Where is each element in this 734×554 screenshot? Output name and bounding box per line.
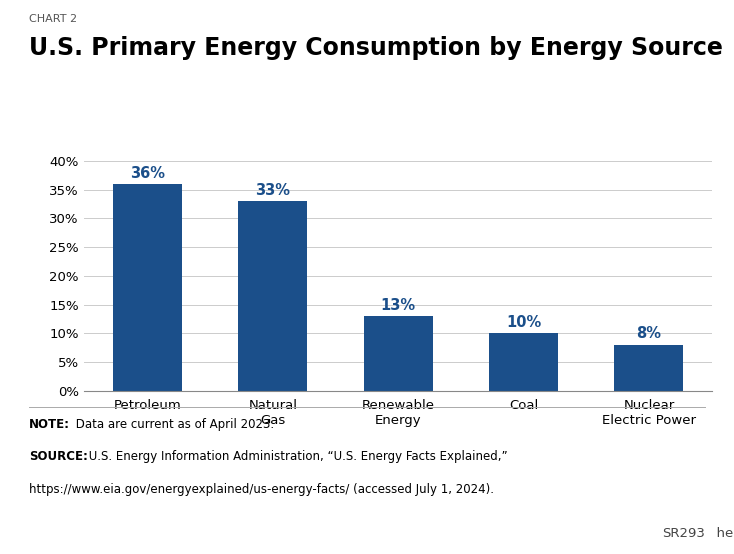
Text: Data are current as of April 2023.: Data are current as of April 2023. [72, 418, 274, 431]
Bar [489, 333, 558, 391]
Text: SOURCE:: SOURCE: [29, 450, 88, 463]
Text: U.S. Energy Information Administration, “U.S. Energy Facts Explained,”: U.S. Energy Information Administration, … [85, 450, 508, 463]
Text: 33%: 33% [255, 183, 291, 198]
Bar [113, 184, 182, 391]
Bar [614, 345, 683, 391]
Text: 10%: 10% [506, 315, 541, 330]
Text: https://www.eia.gov/energyexplained/us-energy-facts/ (accessed July 1, 2024).: https://www.eia.gov/energyexplained/us-e… [29, 483, 495, 495]
Text: heritage.org: heritage.org [708, 527, 734, 540]
Bar [239, 201, 308, 391]
Text: SR293: SR293 [662, 527, 705, 540]
Text: 13%: 13% [381, 297, 415, 312]
Text: NOTE:: NOTE: [29, 418, 70, 431]
Text: CHART 2: CHART 2 [29, 14, 78, 24]
Text: 8%: 8% [636, 326, 661, 341]
Bar [364, 316, 432, 391]
Text: U.S. Primary Energy Consumption by Energy Source: U.S. Primary Energy Consumption by Energ… [29, 36, 723, 60]
Text: 36%: 36% [130, 166, 165, 181]
